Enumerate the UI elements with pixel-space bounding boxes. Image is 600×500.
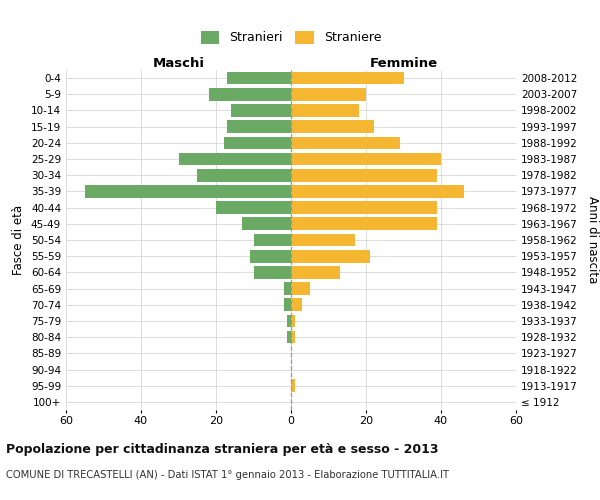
Bar (85, 185, 291, 198)
Bar (291, 169, 437, 181)
Bar (287, 314, 291, 328)
Text: COMUNE DI TRECASTELLI (AN) - Dati ISTAT 1° gennaio 2013 - Elaborazione TUTTITALI: COMUNE DI TRECASTELLI (AN) - Dati ISTAT … (6, 470, 449, 480)
Bar (291, 88, 366, 101)
Bar (291, 218, 437, 230)
Legend: Stranieri, Straniere: Stranieri, Straniere (196, 26, 386, 50)
Bar (291, 380, 295, 392)
Bar (291, 120, 373, 133)
Bar (250, 250, 291, 262)
Text: Maschi: Maschi (152, 57, 205, 70)
Y-axis label: Anni di nascita: Anni di nascita (586, 196, 599, 284)
Bar (287, 331, 291, 344)
Bar (209, 88, 291, 101)
Bar (231, 104, 291, 117)
Bar (291, 266, 340, 278)
Bar (291, 298, 302, 311)
Bar (291, 136, 400, 149)
Bar (291, 104, 359, 117)
Text: Femmine: Femmine (370, 57, 437, 70)
Bar (179, 152, 291, 166)
Bar (254, 234, 291, 246)
Bar (254, 266, 291, 278)
Y-axis label: Fasce di età: Fasce di età (13, 205, 25, 275)
Bar (284, 298, 291, 311)
Bar (291, 282, 310, 295)
Bar (227, 72, 291, 85)
Bar (242, 218, 291, 230)
Bar (291, 185, 464, 198)
Bar (291, 314, 295, 328)
Bar (223, 136, 291, 149)
Bar (291, 72, 404, 85)
Bar (291, 331, 295, 344)
Bar (291, 202, 437, 214)
Bar (216, 202, 291, 214)
Bar (291, 234, 355, 246)
Bar (291, 152, 441, 166)
Bar (197, 169, 291, 181)
Bar (291, 250, 370, 262)
Text: Popolazione per cittadinanza straniera per età e sesso - 2013: Popolazione per cittadinanza straniera p… (6, 442, 439, 456)
Bar (284, 282, 291, 295)
Bar (227, 120, 291, 133)
